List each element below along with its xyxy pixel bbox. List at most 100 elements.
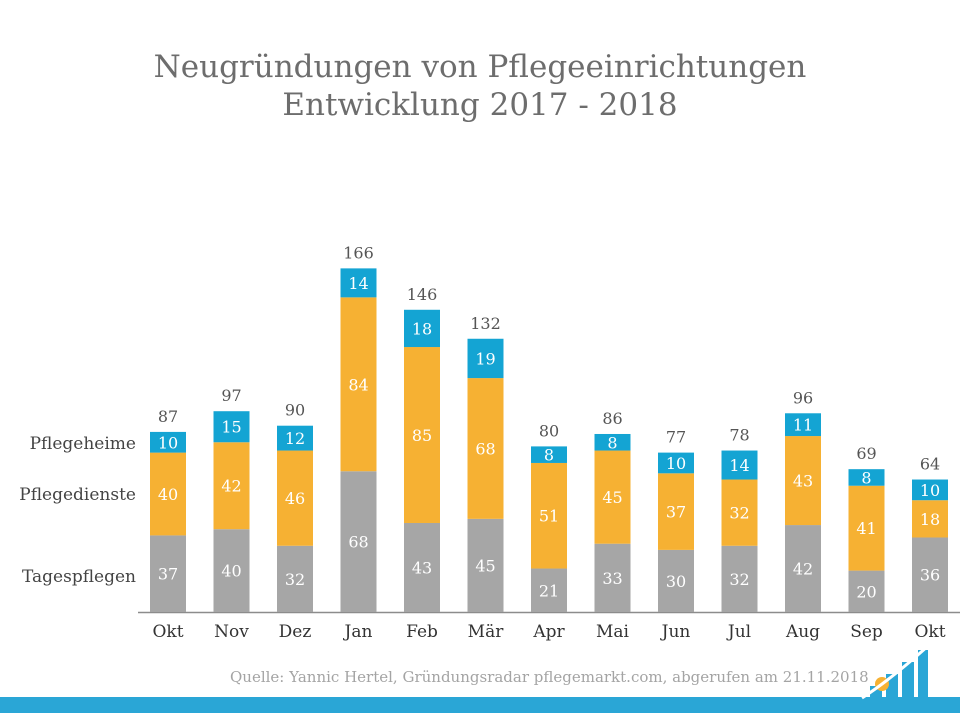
pflegemarkt-logo-icon	[861, 644, 930, 712]
chart-title-line-2: Entwicklung 2017 - 2018	[282, 87, 678, 123]
bar-segment-tagespflegen-6	[467, 518, 504, 612]
x-tick-label-8: Mai	[596, 622, 630, 642]
bar-segment-pflegeheime-11	[785, 413, 821, 437]
data-label-tagespflegen-3: 32	[285, 570, 305, 589]
bar-segment-pflegedienste-3	[277, 450, 313, 546]
chart-title: Neugründungen von Pflegeeinrichtungen En…	[0, 48, 960, 124]
data-label-pflegedienste-3: 46	[285, 489, 305, 508]
data-label-tagespflegen-12: 20	[856, 582, 876, 601]
data-label-tagespflegen-1: 37	[158, 565, 178, 584]
data-label-pflegeheime-1: 10	[158, 433, 178, 452]
data-label-pflegeheime-7: 8	[544, 446, 554, 465]
data-label-tagespflegen-9: 30	[666, 572, 686, 591]
bar-segment-tagespflegen-2	[213, 529, 250, 612]
bar-segment-pflegeheime-10	[721, 450, 758, 480]
legend-label-pflegeheime: Pflegeheime	[30, 434, 136, 454]
total-label-7: 80	[539, 421, 559, 440]
x-tick-label-12: Sep	[850, 622, 883, 642]
x-tick-label-9: Jun	[660, 622, 691, 642]
bar-segment-tagespflegen-8	[594, 543, 631, 612]
data-label-pflegeheime-2: 15	[221, 418, 241, 437]
total-label-2: 97	[221, 386, 241, 405]
bar-segment-pflegeheime-8	[594, 433, 631, 451]
data-label-tagespflegen-13: 36	[920, 566, 940, 585]
x-tick-label-4: Jan	[343, 622, 373, 642]
bar-segment-pflegeheime-5	[404, 309, 440, 348]
data-label-pflegeheime-9: 10	[666, 454, 686, 473]
bar-segment-pflegedienste-6	[467, 378, 504, 519]
x-tick-label-11: Aug	[785, 622, 820, 642]
data-label-pflegeheime-10: 14	[729, 456, 749, 475]
bar-segment-tagespflegen-12	[848, 570, 885, 612]
bar-segment-pflegedienste-2	[213, 442, 250, 530]
total-label-6: 132	[470, 314, 501, 333]
data-label-tagespflegen-10: 32	[729, 570, 749, 589]
data-label-pflegedienste-1: 40	[158, 485, 178, 504]
data-label-tagespflegen-5: 43	[412, 558, 432, 577]
bar-segment-tagespflegen-7	[531, 568, 567, 612]
x-tick-label-2: Nov	[214, 622, 249, 642]
bar-segment-pflegedienste-4	[340, 297, 377, 472]
data-label-tagespflegen-6: 45	[475, 556, 495, 575]
data-label-pflegedienste-2: 42	[221, 477, 241, 496]
data-label-pflegeheime-12: 8	[861, 468, 871, 487]
chart-title-line-1: Neugründungen von Pflegeeinrichtungen	[153, 49, 807, 85]
bar-segment-pflegedienste-12	[848, 485, 885, 571]
bar-segment-pflegedienste-1	[150, 452, 186, 536]
x-tick-label-6: Mär	[468, 622, 505, 642]
total-label-5: 146	[407, 285, 438, 304]
bar-segment-tagespflegen-5	[404, 522, 440, 612]
data-label-pflegedienste-13: 18	[920, 510, 940, 529]
data-label-pflegeheime-11: 11	[793, 416, 813, 435]
bar-segment-pflegeheime-13	[912, 479, 948, 501]
x-tick-label-5: Feb	[406, 622, 438, 642]
data-label-pflegedienste-9: 37	[666, 503, 686, 522]
data-label-pflegedienste-10: 32	[729, 504, 749, 523]
source-note: Quelle: Yannic Hertel, Gründungsradar pf…	[230, 668, 869, 686]
data-label-pflegedienste-8: 45	[602, 488, 622, 507]
data-label-pflegedienste-4: 84	[348, 375, 368, 394]
data-label-pflegedienste-7: 51	[539, 507, 559, 526]
total-label-1: 87	[158, 407, 178, 426]
bar-segment-pflegeheime-9	[658, 452, 694, 474]
bar-segment-pflegedienste-13	[912, 500, 948, 538]
bar-segment-pflegeheime-1	[150, 431, 186, 453]
data-label-pflegeheime-8: 8	[607, 433, 617, 452]
bar-segment-tagespflegen-10	[721, 545, 758, 612]
x-tick-label-3: Dez	[279, 622, 312, 642]
data-label-pflegedienste-11: 43	[793, 472, 813, 491]
data-label-pflegeheime-5: 18	[412, 319, 432, 338]
total-label-9: 77	[666, 428, 686, 447]
bar-segment-pflegedienste-10	[721, 479, 758, 546]
bar-segment-pflegedienste-8	[594, 450, 631, 544]
bar-segment-pflegeheime-12	[848, 469, 885, 486]
data-label-pflegeheime-3: 12	[285, 429, 305, 448]
total-label-12: 69	[856, 444, 876, 463]
data-label-pflegedienste-6: 68	[475, 439, 495, 458]
data-label-pflegedienste-5: 85	[412, 426, 432, 445]
bar-segment-pflegeheime-6	[467, 338, 504, 379]
data-label-pflegedienste-12: 41	[856, 519, 876, 538]
data-label-pflegeheime-13: 10	[920, 481, 940, 500]
data-label-tagespflegen-8: 33	[602, 569, 622, 588]
total-label-13: 64	[920, 455, 940, 474]
bar-segment-tagespflegen-4	[340, 471, 377, 612]
data-label-tagespflegen-2: 40	[221, 562, 241, 581]
bottom-accent-band	[0, 697, 960, 713]
total-label-11: 96	[793, 388, 813, 407]
bar-segment-pflegeheime-2	[213, 411, 250, 443]
data-label-tagespflegen-7: 21	[539, 581, 559, 600]
bar-segment-tagespflegen-11	[785, 525, 821, 612]
bar-segment-pflegedienste-9	[658, 473, 694, 550]
data-label-pflegeheime-6: 19	[475, 349, 495, 368]
total-label-4: 166	[343, 243, 374, 262]
bar-segment-tagespflegen-3	[277, 545, 313, 612]
data-label-tagespflegen-4: 68	[348, 533, 368, 552]
data-label-tagespflegen-11: 42	[793, 560, 813, 579]
bar-segment-tagespflegen-13	[912, 537, 948, 612]
bar-segment-pflegeheime-7	[531, 446, 567, 463]
bar-segment-pflegedienste-11	[785, 436, 821, 526]
x-tick-label-13: Okt	[914, 622, 945, 642]
bar-segment-tagespflegen-1	[150, 535, 186, 612]
legend-label-pflegedienste: Pflegedienste	[19, 485, 136, 505]
